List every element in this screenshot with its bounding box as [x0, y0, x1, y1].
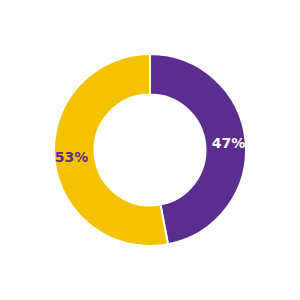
svg-text:53%: 53%: [55, 149, 89, 165]
svg-text:47%: 47%: [212, 135, 246, 151]
